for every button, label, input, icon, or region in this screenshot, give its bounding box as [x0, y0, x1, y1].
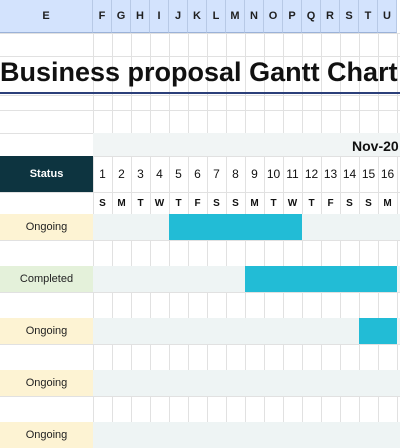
column-header-f[interactable]: F [93, 0, 112, 33]
weekday-letter[interactable]: S [232, 197, 239, 209]
sheet-title[interactable]: Business proposal Gantt Chart [0, 57, 398, 87]
timeline-header-band [93, 133, 400, 156]
column-header-k[interactable]: K [188, 0, 207, 33]
weekday-letter[interactable]: T [137, 197, 144, 209]
timeline-track[interactable] [93, 422, 400, 448]
timeline-track[interactable] [93, 370, 400, 396]
weekday-letter[interactable]: T [175, 197, 182, 209]
weekday-letter[interactable]: T [308, 197, 315, 209]
weekday-letter[interactable]: M [117, 197, 126, 209]
day-number[interactable]: 9 [251, 167, 258, 181]
column-header-n[interactable]: N [245, 0, 264, 33]
column-header-r[interactable]: R [321, 0, 340, 33]
grid-line [0, 33, 400, 34]
grid-line [0, 240, 400, 241]
column-header-s[interactable]: S [340, 0, 359, 33]
month-label[interactable]: Nov-20 [352, 138, 399, 154]
column-header-e[interactable]: E [0, 0, 93, 33]
status-cell[interactable]: Ongoing [0, 318, 93, 344]
grid-line [0, 156, 400, 157]
status-cell[interactable]: Ongoing [0, 370, 93, 396]
weekday-letter[interactable]: M [250, 197, 259, 209]
status-cell[interactable]: Ongoing [0, 214, 93, 240]
gantt-bar[interactable] [245, 266, 397, 292]
column-header-t[interactable]: T [359, 0, 378, 33]
day-number[interactable]: 14 [342, 167, 357, 181]
weekday-letter[interactable]: S [213, 197, 220, 209]
column-header-l[interactable]: L [207, 0, 226, 33]
title-underline [0, 92, 400, 94]
gantt-bar[interactable] [169, 214, 302, 240]
column-header-m[interactable]: M [226, 0, 245, 33]
weekday-letter[interactable]: T [270, 197, 277, 209]
weekday-letter[interactable]: F [327, 197, 334, 209]
day-number[interactable]: 6 [194, 167, 201, 181]
column-header-i[interactable]: I [150, 0, 169, 33]
grid-line [0, 95, 400, 96]
column-header-q[interactable]: Q [302, 0, 321, 33]
day-number[interactable]: 16 [380, 167, 395, 181]
column-header-j[interactable]: J [169, 0, 188, 33]
grid-line [0, 344, 400, 345]
day-number[interactable]: 12 [304, 167, 319, 181]
grid-line [0, 292, 400, 293]
grid-line [0, 110, 400, 111]
day-number[interactable]: 2 [118, 167, 125, 181]
day-number[interactable]: 8 [232, 167, 239, 181]
day-number[interactable]: 3 [137, 167, 144, 181]
weekday-letter[interactable]: M [383, 197, 392, 209]
timeline-track[interactable] [93, 318, 400, 344]
day-number[interactable]: 7 [213, 167, 220, 181]
day-number[interactable]: 15 [361, 167, 376, 181]
column-header-o[interactable]: O [264, 0, 283, 33]
weekday-letter[interactable]: S [346, 197, 353, 209]
gantt-bar[interactable] [359, 318, 397, 344]
status-cell[interactable]: Completed [0, 266, 93, 292]
grid-line [0, 192, 400, 193]
weekday-letter[interactable]: W [287, 197, 298, 209]
status-cell[interactable]: Ongoing [0, 422, 93, 448]
weekday-letter[interactable]: S [99, 197, 106, 209]
day-number[interactable]: 5 [175, 167, 182, 181]
day-number[interactable]: 1 [99, 167, 106, 181]
weekday-letter[interactable]: F [194, 197, 201, 209]
column-header-g[interactable]: G [112, 0, 131, 33]
column-header-u[interactable]: U [378, 0, 397, 33]
day-number[interactable]: 10 [266, 167, 281, 181]
grid-line [0, 56, 400, 57]
column-header-p[interactable]: P [283, 0, 302, 33]
day-number[interactable]: 11 [286, 167, 299, 181]
day-number[interactable]: 13 [323, 167, 338, 181]
weekday-letter[interactable]: W [154, 197, 165, 209]
column-header-h[interactable]: H [131, 0, 150, 33]
grid-line [0, 396, 400, 397]
weekday-letter[interactable]: S [365, 197, 372, 209]
status-header-cell[interactable]: Status [0, 156, 93, 192]
day-number[interactable]: 4 [156, 167, 163, 181]
